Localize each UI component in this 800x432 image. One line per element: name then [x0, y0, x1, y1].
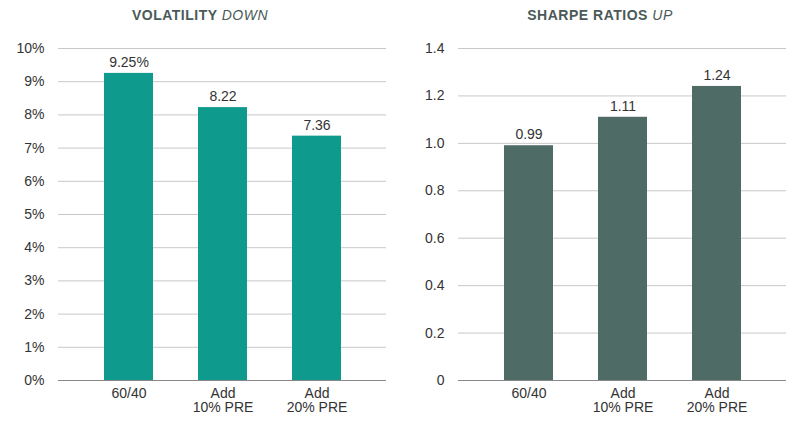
svg-text:8.22: 8.22 — [209, 88, 236, 104]
html-text:VOLATILITY DOWN: VOLATILITY DOWN — [132, 7, 268, 23]
svg-text:Add10% PRE: Add10% PRE — [193, 385, 254, 415]
svg-text:1.24: 1.24 — [703, 67, 730, 83]
svg-text:9.25%: 9.25% — [109, 54, 149, 70]
svg-text:0.4: 0.4 — [425, 277, 445, 293]
svg-text:10%: 10% — [16, 40, 44, 56]
svg-text:0.6: 0.6 — [425, 230, 445, 246]
svg-text:4%: 4% — [24, 239, 44, 255]
svg-text:0.99: 0.99 — [515, 126, 542, 142]
svg-text:2%: 2% — [24, 306, 44, 322]
svg-text:60/40: 60/40 — [111, 385, 146, 401]
svg-text:1.2: 1.2 — [425, 87, 445, 103]
svg-text:3%: 3% — [24, 272, 44, 288]
svg-text:1%: 1% — [24, 339, 44, 355]
svg-text:8%: 8% — [24, 106, 44, 122]
svg-text:1.0: 1.0 — [425, 135, 445, 151]
svg-text:1.4: 1.4 — [425, 40, 445, 56]
svg-text:0.2: 0.2 — [425, 325, 445, 341]
html-text:SHARPE RATIOS UP: SHARPE RATIOS UP — [527, 7, 673, 23]
svg-text:9%: 9% — [24, 73, 44, 89]
svg-text:7.36: 7.36 — [303, 117, 330, 133]
svg-text:Add20% PRE: Add20% PRE — [687, 385, 748, 415]
svg-text:0%: 0% — [24, 372, 44, 388]
svg-text:0: 0 — [437, 372, 445, 388]
svg-text:7%: 7% — [24, 140, 44, 156]
svg-text:6%: 6% — [24, 173, 44, 189]
svg-text:Add20% PRE: Add20% PRE — [287, 385, 348, 415]
svg-text:60/40: 60/40 — [511, 385, 546, 401]
svg-text:1.11: 1.11 — [610, 98, 636, 114]
svg-text:0.8: 0.8 — [425, 182, 445, 198]
svg-text:Add10% PRE: Add10% PRE — [593, 385, 654, 415]
svg-text:5%: 5% — [24, 206, 44, 222]
